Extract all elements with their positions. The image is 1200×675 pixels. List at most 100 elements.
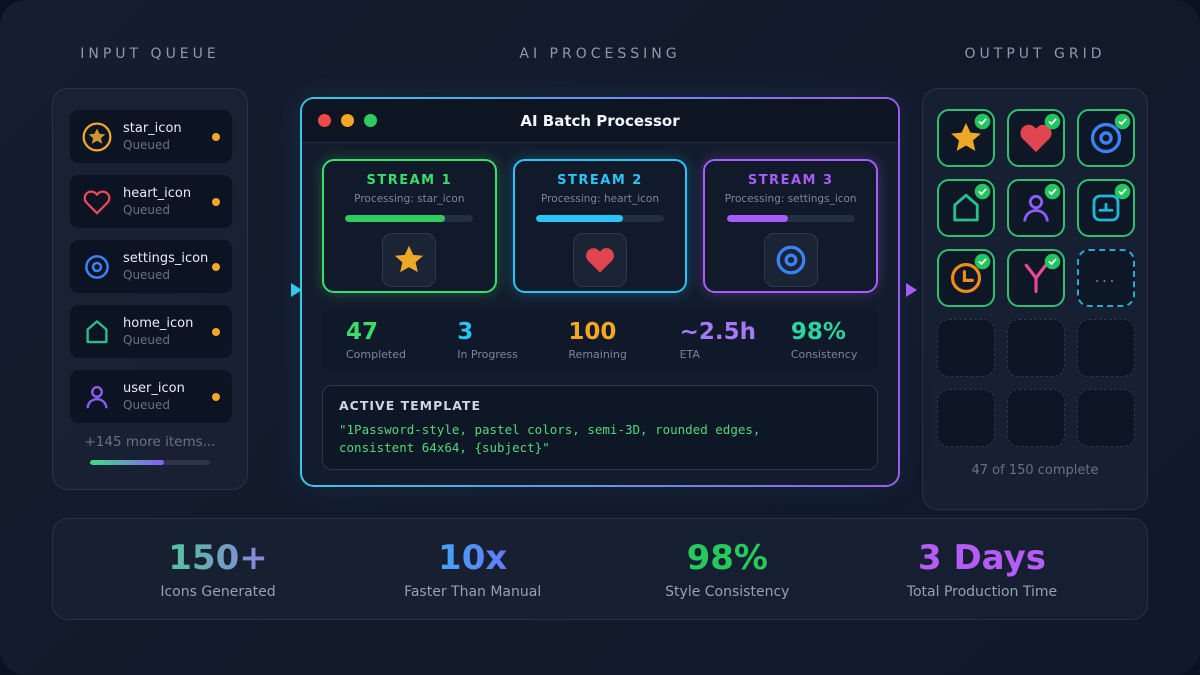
grid-cell-clock[interactable] [937,249,995,307]
queue-item-star[interactable]: star_icon Queued [69,109,233,164]
active-template-label: ACTIVE TEMPLATE [339,398,481,413]
circled-star-icon [80,120,114,154]
grid-cell-branch[interactable] [1007,249,1065,307]
active-template-panel: ACTIVE TEMPLATE "1Password-style, pastel… [322,385,878,471]
queue-item-status: Queued [123,398,171,412]
stat-remaining: 100 Remaining [544,319,655,361]
summary-value: 98% [686,538,768,578]
window-titlebar[interactable]: AI Batch Processor [302,99,898,143]
stat-label: In Progress [457,348,518,361]
stat-consistency: 98% Consistency [767,319,878,361]
user-icon [80,380,114,414]
stream-progress-bar [536,215,664,222]
grid-cell-settings[interactable] [1077,109,1135,167]
queue-item-status: Queued [123,138,171,152]
grid-cell-window[interactable] [1077,179,1135,237]
grid-cell-heart[interactable] [1007,109,1065,167]
star-icon [391,242,427,278]
summary-stats-bar: 150+ Icons Generated 10x Faster Than Man… [52,518,1148,620]
grid-cell-star[interactable] [937,109,995,167]
stream-progress-fill [726,215,789,222]
grid-cell-empty [937,389,995,447]
stream-title: STREAM 3 [747,173,834,188]
grid-progress-label: 47 of 150 complete [971,463,1099,478]
minimize-icon[interactable] [341,114,354,127]
check-badge-icon [1114,183,1131,200]
queue-item-name: settings_icon [123,251,209,266]
queued-dot [212,327,220,336]
input-queue-panel: star_icon Queued heart_icon Queued setti… [52,88,248,490]
stat-value: 98% [790,319,846,345]
grid-cell-empty [1077,319,1135,377]
flow-arrow-in-icon [291,283,302,297]
input-queue-header: INPUT QUEUE [80,46,220,62]
stat-label: Remaining [568,348,627,361]
branch-icon [1018,260,1054,296]
summary-value: 10x [388,538,558,578]
check-badge-icon [974,253,991,270]
queue-item-settings[interactable]: settings_icon Queued [69,239,233,294]
check-badge-icon [1044,113,1061,130]
clock-icon [947,259,985,297]
queue-progress-bar [90,460,210,465]
check-badge-icon [1044,183,1061,200]
close-icon[interactable] [318,114,331,127]
queue-more-label: +145 more items... [84,434,216,450]
summary-value: 150+ [133,538,303,578]
processing-stats-row: 47 Completed 3 In Progress 100 Remaining… [322,309,878,371]
queue-item-name: star_icon [123,121,182,136]
output-grid-header: OUTPUT GRID [964,46,1106,62]
stat-eta: ~2.5h ETA [656,319,767,361]
grid-cell-empty [1007,319,1065,377]
summary-icons-generated: 150+ Icons Generated [133,538,303,600]
queue-item-home[interactable]: home_icon Queued [69,304,233,359]
stream-subtitle: Processing: star_icon [354,193,465,205]
summary-production-time: 3 Days Total Production Time [897,538,1067,600]
queued-dot [212,262,220,271]
target-icon [80,250,114,284]
queue-item-name: heart_icon [123,186,192,201]
summary-label: Faster Than Manual [404,584,542,600]
maximize-icon[interactable] [364,114,377,127]
stream-2-card: STREAM 2 Processing: heart_icon [512,159,688,293]
stream-3-card: STREAM 3 Processing: settings_icon [703,159,879,293]
stream-title: STREAM 1 [366,173,453,188]
summary-faster: 10x Faster Than Manual [388,538,558,600]
grid-cell-next[interactable]: ... [1077,249,1135,307]
check-badge-icon [1044,253,1061,270]
stream-icon-box [573,233,627,287]
stat-in-progress: 3 In Progress [433,319,544,361]
queue-item-status: Queued [123,333,171,347]
queue-item-name: home_icon [123,316,194,331]
heart-icon [1017,119,1055,157]
streams-row: STREAM 1 Processing: star_icon STREAM 2 … [302,143,898,293]
grid-cell-home[interactable] [937,179,995,237]
queue-item-status: Queued [123,203,171,217]
summary-label: Icons Generated [160,584,276,600]
grid-cell-empty [1077,389,1135,447]
stream-progress-fill [345,215,446,222]
check-badge-icon [974,113,991,130]
stream-progress-bar [345,215,474,222]
stream-icon-box [382,233,437,287]
queued-dot [212,132,220,141]
stream-subtitle: Processing: heart_icon [541,193,659,205]
grid-cell-user[interactable] [1007,179,1065,237]
window-icon [1088,190,1124,226]
queue-progress-fill [90,460,165,465]
queue-item-user[interactable]: user_icon Queued [69,369,233,424]
home-icon [80,315,114,349]
window-title: AI Batch Processor [520,111,680,130]
stream-title: STREAM 2 [557,173,643,188]
traffic-lights[interactable] [318,114,377,127]
stream-icon-box [763,233,818,287]
stream-subtitle: Processing: settings_icon [724,193,857,205]
stream-progress-fill [536,215,624,222]
queued-dot [212,392,220,401]
queue-item-name: user_icon [123,381,185,396]
summary-label: Style Consistency [665,584,790,600]
ai-batch-processor-window: AI Batch Processor STREAM 1 Processing: … [300,97,900,487]
queue-item-heart[interactable]: heart_icon Queued [69,174,233,229]
stat-value: 100 [568,319,617,345]
